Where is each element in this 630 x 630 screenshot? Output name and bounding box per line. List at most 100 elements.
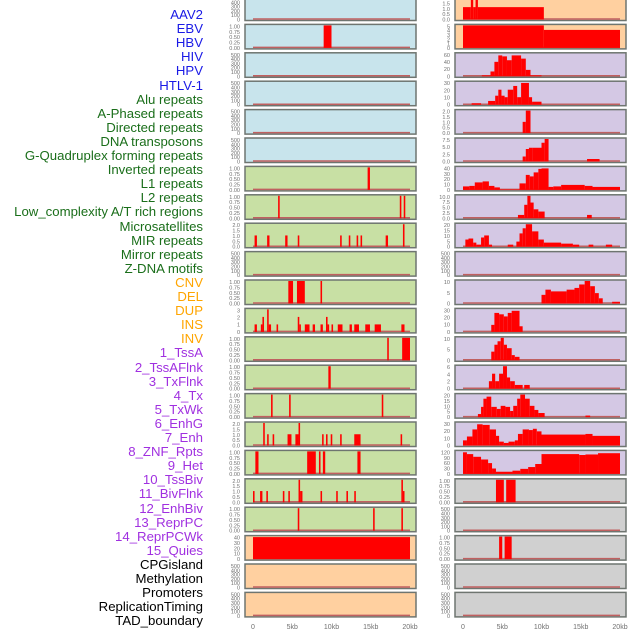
bar	[520, 394, 526, 418]
bar	[584, 281, 591, 304]
panel-background	[244, 222, 417, 249]
y-tick-label: 0.00	[439, 557, 450, 563]
bar	[517, 97, 522, 105]
bar	[357, 451, 361, 474]
track-label: HPV	[175, 63, 203, 79]
bar	[255, 451, 259, 474]
y-tick-label: 0.25	[229, 410, 240, 416]
bar	[488, 185, 495, 190]
panel-left-6: 0.000.250.500.751.00	[229, 165, 417, 194]
y-tick-label: 0.25	[229, 296, 240, 302]
y-tick-label: 0.25	[229, 183, 240, 189]
y-tick-label: 1.5	[232, 484, 240, 490]
bar	[401, 324, 405, 332]
y-tick-label: 500	[231, 81, 240, 87]
y-tick-label: 0	[237, 74, 240, 80]
bar	[365, 324, 370, 332]
bar	[525, 398, 530, 418]
bar	[272, 434, 275, 446]
bar	[481, 459, 489, 474]
y-tick-label: 0	[237, 103, 240, 109]
y-tick-label: 100	[231, 127, 240, 133]
bar	[499, 441, 504, 446]
bar	[527, 195, 531, 219]
y-tick-label: 10	[444, 183, 450, 189]
panel-background	[454, 591, 627, 618]
y-tick-label: 10	[234, 552, 240, 558]
bar	[594, 293, 599, 304]
bar	[503, 316, 508, 332]
y-tick-label: 0.75	[229, 30, 240, 36]
bar	[354, 491, 356, 503]
bar	[381, 394, 384, 418]
bar	[500, 337, 504, 361]
bar	[495, 435, 500, 446]
bar	[463, 25, 544, 48]
bar	[530, 202, 534, 219]
x-tick-label: 10kb	[534, 624, 549, 630]
y-tick-label: 0.25	[439, 552, 450, 558]
bar	[579, 284, 585, 304]
bar	[592, 186, 620, 190]
bar	[499, 536, 503, 560]
y-tick-label: 0.00	[229, 188, 240, 194]
y-tick-label: 100	[231, 98, 240, 104]
panel-right-10: 0 5 10	[444, 279, 627, 308]
track-label: 8_ZNF_Rpts	[128, 444, 203, 460]
bar	[297, 316, 300, 332]
bar	[513, 85, 518, 105]
y-tick-label: 200	[231, 265, 240, 271]
y-tick-label: 500	[441, 507, 450, 513]
y-tick-label: 100	[441, 269, 450, 275]
bar	[585, 433, 593, 446]
bar	[522, 121, 526, 134]
y-tick-label: 0.75	[229, 342, 240, 348]
track-label: Inverted repeats	[107, 162, 203, 178]
panel-left-18: 0.000.250.500.751.00	[229, 506, 417, 535]
bar	[503, 344, 507, 361]
bar	[367, 167, 370, 190]
y-tick-label: 40	[444, 166, 450, 172]
y-tick-label: 0	[447, 330, 450, 336]
bar	[494, 312, 500, 332]
y-tick-label: 15	[444, 399, 450, 405]
panel-background	[454, 108, 627, 135]
y-tick-label: 0.75	[229, 456, 240, 462]
y-tick-label: 0.50	[229, 461, 240, 467]
track-label: G-Quadruplex forming repeats	[24, 148, 203, 163]
bar	[498, 89, 502, 105]
y-tick-label: 1.0	[442, 120, 450, 126]
bar	[402, 337, 410, 361]
bar	[322, 434, 324, 446]
y-tick-label: 200	[231, 94, 240, 100]
bar	[481, 75, 491, 77]
bar	[262, 316, 264, 332]
y-tick-label: 2.0	[232, 422, 240, 428]
y-tick-label: 200	[441, 265, 450, 271]
y-tick-label: 100	[231, 269, 240, 275]
panel-background	[244, 307, 417, 334]
bar	[541, 434, 586, 446]
y-tick-label: 0	[447, 74, 450, 80]
panel-background	[244, 506, 417, 533]
track-label: Microsatellites	[119, 218, 203, 234]
x-tick-label: 5kb	[497, 624, 508, 630]
y-tick-label: 0	[237, 557, 240, 563]
y-tick-label: 0	[447, 586, 450, 592]
bar	[349, 324, 352, 332]
bar	[481, 237, 485, 247]
bar	[477, 424, 483, 446]
bar	[561, 184, 585, 190]
y-tick-label: 200	[231, 9, 240, 15]
y-tick-label: 7.5	[442, 138, 450, 144]
track-label: CPGisland	[139, 556, 203, 572]
y-tick-label: 0.5	[232, 438, 240, 444]
track-label: HTLV-1	[159, 77, 203, 93]
bar	[323, 25, 332, 48]
bar	[533, 209, 539, 219]
bar	[401, 508, 403, 531]
